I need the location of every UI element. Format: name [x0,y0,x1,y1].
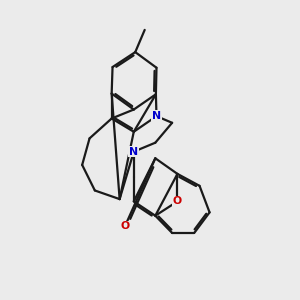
Text: O: O [120,221,130,231]
Text: N: N [129,147,138,157]
Text: N: N [152,111,161,121]
Text: O: O [173,196,182,206]
